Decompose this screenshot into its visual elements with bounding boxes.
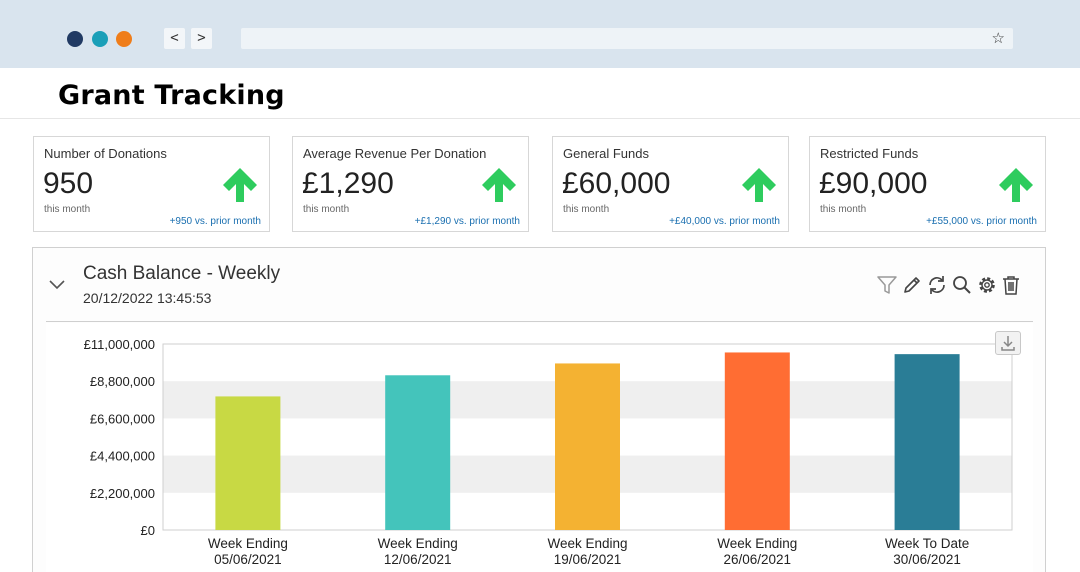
title-divider [0,118,1080,119]
kpi-card-avg-revenue[interactable]: Average Revenue Per Donation £1,290 this… [292,136,529,232]
settings-icon[interactable] [976,274,998,296]
kpi-label: General Funds [563,146,649,161]
x-tick-label: Week Ending [717,536,797,551]
kpi-period: this month [820,204,867,215]
bar [555,363,620,530]
kpi-label: Average Revenue Per Donation [303,146,487,161]
bar [724,352,790,530]
bar [385,375,451,530]
x-tick-label: Week To Date [885,536,969,551]
window-close-dot[interactable] [67,31,83,47]
trend-up-arrow-icon [223,168,257,202]
kpi-label: Restricted Funds [820,146,919,161]
x-tick-label: 12/06/2021 [384,552,452,567]
kpi-card-donations[interactable]: Number of Donations 950 this month +950 … [33,136,270,232]
bar-chart: £0 £2,200,000 £4,400,000 £6,600,000 £8,800,0… [84,337,1013,567]
address-bar[interactable]: ☆ [241,28,1013,49]
panel-timestamp: 20/12/2022 13:45:53 [83,290,212,306]
kpi-value: £90,000 [819,167,928,200]
kpi-value: £60,000 [562,167,671,200]
kpi-delta: +950 vs. prior month [169,216,261,227]
trend-up-arrow-icon [482,168,516,202]
window-minimize-dot[interactable] [92,31,108,47]
search-icon[interactable] [951,274,973,296]
edit-icon[interactable] [901,274,923,296]
delete-icon[interactable] [1000,274,1022,296]
kpi-card-general-funds[interactable]: General Funds £60,000 this month +£40,00… [552,136,789,232]
kpi-value: £1,290 [302,167,394,200]
download-button[interactable] [995,331,1021,355]
trend-up-arrow-icon [999,168,1033,202]
panel-divider [46,321,1033,322]
kpi-card-restricted-funds[interactable]: Restricted Funds £90,000 this month +£55… [809,136,1046,232]
y-tick-label: £6,600,000 [90,411,155,426]
y-tick-label: £2,200,000 [90,486,155,501]
trend-up-arrow-icon [742,168,776,202]
back-button[interactable]: < [164,28,185,49]
kpi-label: Number of Donations [44,146,167,161]
forward-button[interactable]: > [191,28,212,49]
star-icon[interactable]: ☆ [991,29,1005,47]
x-tick-label: Week Ending [208,536,288,551]
kpi-period: this month [44,204,91,215]
kpi-delta: +£40,000 vs. prior month [669,216,780,227]
x-tick-label: Week Ending [378,536,458,551]
window-maximize-dot[interactable] [116,31,132,47]
kpi-period: this month [303,204,350,215]
x-tick-label: 19/06/2021 [554,552,622,567]
chevron-down-icon[interactable] [48,278,66,290]
kpi-period: this month [563,204,610,215]
y-tick-label: £8,800,000 [90,374,155,389]
x-tick-label: 05/06/2021 [214,552,282,567]
y-tick-label: £11,000,000 [84,337,155,352]
y-tick-label: £0 [141,523,155,538]
panel-title: Cash Balance - Weekly [83,263,281,284]
x-tick-label: Week Ending [547,536,627,551]
bar [215,396,281,530]
kpi-delta: +£55,000 vs. prior month [926,216,1037,227]
browser-toolbar: < > ☆ [0,0,1080,68]
bar [894,354,960,530]
x-tick-label: 26/06/2021 [724,552,792,567]
kpi-value: 950 [43,167,94,200]
refresh-icon[interactable] [926,274,948,296]
filter-icon[interactable] [876,274,898,296]
cash-balance-chart: £0 £2,200,000 £4,400,000 £6,600,000 £8,800,0… [46,323,1033,572]
kpi-delta: +£1,290 vs. prior month [414,216,520,227]
download-icon [1001,336,1015,351]
x-tick-label: 30/06/2021 [893,552,961,567]
y-tick-label: £4,400,000 [90,449,155,464]
panel-toolbar [876,274,1026,298]
page-title: Grant Tracking [58,80,285,111]
cash-balance-panel: Cash Balance - Weekly 20/12/2022 13:45:5… [32,247,1046,572]
